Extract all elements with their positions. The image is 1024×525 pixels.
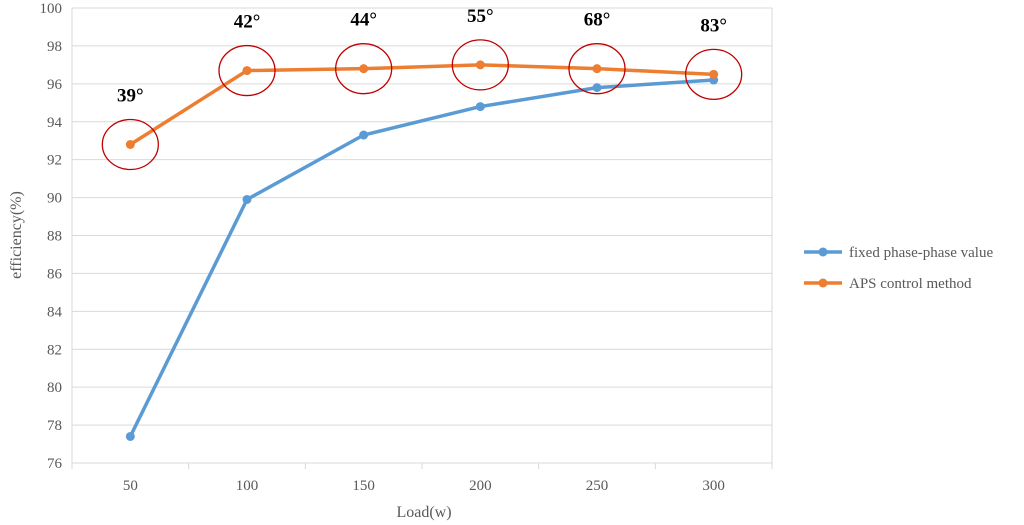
y-axis-ticks: 76 78 80 82 84 86 88 90 92 94 96 98 100 (40, 1, 63, 472)
data-point (475, 102, 485, 112)
y-tick-label: 94 (47, 115, 63, 131)
y-tick-label: 78 (47, 418, 62, 434)
highlight-circle (101, 118, 159, 171)
highlight-circle (335, 43, 393, 95)
data-point (242, 66, 252, 76)
legend: fixed phase-phase value APS control metho… (804, 245, 993, 292)
x-axis-ticks: 50 100 150 200 250 300 (71, 463, 773, 494)
x-tick-label: 150 (352, 478, 375, 494)
legend-swatch-marker (818, 278, 828, 288)
y-tick-label: 86 (47, 266, 63, 282)
legend-swatch-marker (818, 247, 828, 257)
gridlines (71, 7, 773, 464)
y-tick-label: 96 (47, 77, 63, 93)
series-line-2 (129, 63, 714, 146)
highlight-circle (218, 44, 276, 97)
highlight-circle (451, 39, 509, 91)
x-tick-label: 50 (123, 478, 138, 494)
y-tick-label: 82 (47, 342, 62, 358)
y-axis-title: efficiency(%) (8, 191, 25, 279)
y-tick-label: 92 (47, 153, 62, 169)
series-line-1 (128, 78, 714, 438)
y-tick-label: 84 (47, 304, 63, 320)
x-axis-title: Load(w) (396, 504, 451, 521)
highlight-circle (568, 43, 626, 95)
x-tick-label: 250 (586, 478, 609, 494)
data-point (125, 140, 135, 149)
y-tick-label: 100 (40, 1, 63, 17)
data-point (242, 194, 252, 204)
data-point (475, 60, 485, 70)
x-tick-label: 100 (236, 478, 259, 494)
data-point (709, 69, 719, 79)
data-point (359, 64, 369, 74)
y-tick-label: 98 (47, 39, 62, 55)
legend-label: fixed phase-phase value (849, 245, 993, 261)
x-tick-label: 200 (469, 478, 492, 494)
data-point (359, 130, 369, 140)
data-point (592, 83, 602, 93)
y-tick-label: 90 (47, 191, 62, 207)
y-tick-label: 88 (47, 229, 62, 245)
angle-label: 83° (700, 15, 727, 36)
angle-label: 44° (350, 10, 377, 31)
angle-label: 42° (234, 12, 261, 33)
legend-label: APS control method (849, 276, 972, 292)
annotations: 39° 42° 44° 55° 68° 83° (101, 6, 743, 171)
y-tick-label: 80 (47, 380, 62, 396)
highlight-circle (685, 48, 743, 101)
series-layer (125, 60, 719, 441)
data-point (125, 431, 135, 441)
x-tick-label: 300 (702, 478, 725, 494)
y-tick-label: 76 (47, 456, 63, 472)
data-point (592, 64, 602, 74)
angle-label: 55° (467, 6, 494, 27)
angle-label: 68° (584, 10, 611, 31)
angle-label: 39° (117, 86, 144, 107)
